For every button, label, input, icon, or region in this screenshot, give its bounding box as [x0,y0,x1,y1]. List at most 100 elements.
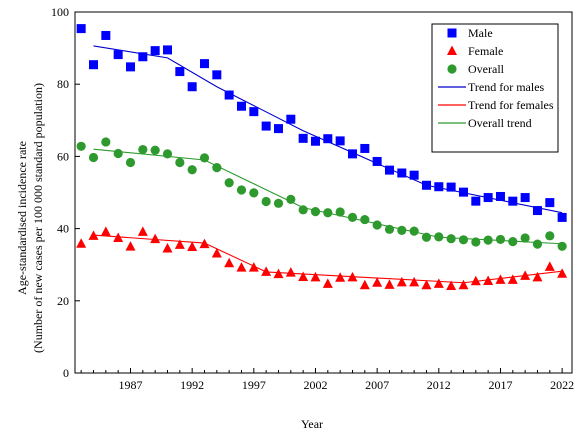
circle-data-point [347,212,358,223]
circle-data-point [212,162,222,173]
circle-data-point [249,188,259,198]
square-data-point [458,187,468,197]
triangle-data-point [544,261,555,271]
square-data-point [471,196,481,206]
square-data-point [298,133,308,143]
circle-data-point [125,157,136,168]
triangle-data-point [113,232,124,242]
circle-data-point [335,207,345,217]
square-data-point [372,156,382,166]
circle-data-point [113,148,123,159]
square-data-point [310,136,320,146]
circle-data-point [508,236,518,247]
triangle-data-point [446,280,457,290]
square-data-point [545,198,555,208]
triangle-data-point [150,233,161,244]
y-tick-label: 0 [63,366,69,380]
x-tick-label: 1987 [118,378,142,392]
square-data-point [409,170,419,180]
square-data-point [557,212,567,222]
triangle-data-point [335,272,346,282]
square-data-point [125,62,135,72]
triangle-data-point [520,270,531,280]
square-data-point [101,30,111,40]
triangle-data-point [298,271,309,281]
x-tick-label: 2017 [488,378,512,392]
y-axis-ticks: 0 20 40 60 80 100 [51,5,80,380]
circle-data-point [199,153,210,163]
circle-data-point [360,214,370,225]
circle-data-point [88,152,99,163]
square-data-point [495,191,505,201]
triangle-data-point [236,262,247,272]
plot-frame [74,11,573,374]
circle-data-point [397,225,407,236]
circle-data-point [76,141,86,151]
triangle-data-point [125,241,136,251]
square-data-point [76,24,86,34]
circle-data-point [261,196,271,207]
x-axis-title: Year [301,417,323,431]
x-tick-label: 1997 [242,378,266,392]
circle-data-point [532,239,543,249]
square-data-point [187,82,197,92]
triangle-data-point [187,241,198,252]
circle-data-point [520,233,530,243]
circle-data-point [483,235,493,245]
triangle-data-point [137,226,148,236]
triangle-data-point [359,279,370,290]
circle-data-point [434,232,444,242]
square-data-point [224,90,234,100]
square-data-point [335,136,345,146]
y-tick-label: 80 [57,77,69,91]
legend-label: Trend for females [468,98,554,112]
square-data-point [88,60,98,70]
circle-data-point [286,194,296,204]
x-tick-label: 1992 [180,378,204,392]
circle-data-point [421,232,432,242]
square-data-point [384,165,394,175]
triangle-data-point [433,278,444,288]
circle-data-point [298,205,308,215]
triangle-data-point [507,274,518,284]
square-data-point [360,143,370,153]
triangle-data-point [76,238,87,248]
legend-box [431,23,559,153]
x-tick-label: 2007 [365,378,389,392]
square-data-point [520,193,530,203]
square-data-point [175,67,185,77]
triangle-data-point [273,268,284,279]
legend-label: Overall [468,62,505,76]
triangle-data-point [199,238,210,249]
triangle-data-point [224,257,235,268]
triangle-data-point [483,275,494,285]
triangle-data-point [285,267,296,277]
circle-data-point [150,145,160,155]
x-axis-ticks: 1987 1992 1997 2002 2007 2012 2017 2022 [80,368,574,392]
triangle-data-point [347,271,358,282]
circle-data-point [323,208,333,218]
square-data-point [113,50,123,60]
circle-data-point [273,198,284,208]
x-tick-label: 2022 [550,378,574,392]
square-data-point [323,134,333,144]
square-data-point [347,149,357,159]
legend-label: Trend for males [468,80,545,94]
triangle-data-point [421,279,432,290]
circle-data-point [495,234,506,245]
legend-circle-swatch [447,64,457,74]
circle-data-point [409,226,419,236]
x-tick-label: 2002 [303,378,327,392]
circle-data-point [224,178,234,188]
square-data-point [434,182,444,192]
triangle-data-point [310,271,321,282]
square-data-point [236,101,246,111]
triangle-data-point [211,248,222,258]
square-data-point [249,107,259,117]
triangle-data-point [409,276,420,287]
triangle-data-point [372,277,383,287]
triangle-data-point [470,275,481,286]
square-data-point [138,52,148,62]
data-points [76,24,568,290]
